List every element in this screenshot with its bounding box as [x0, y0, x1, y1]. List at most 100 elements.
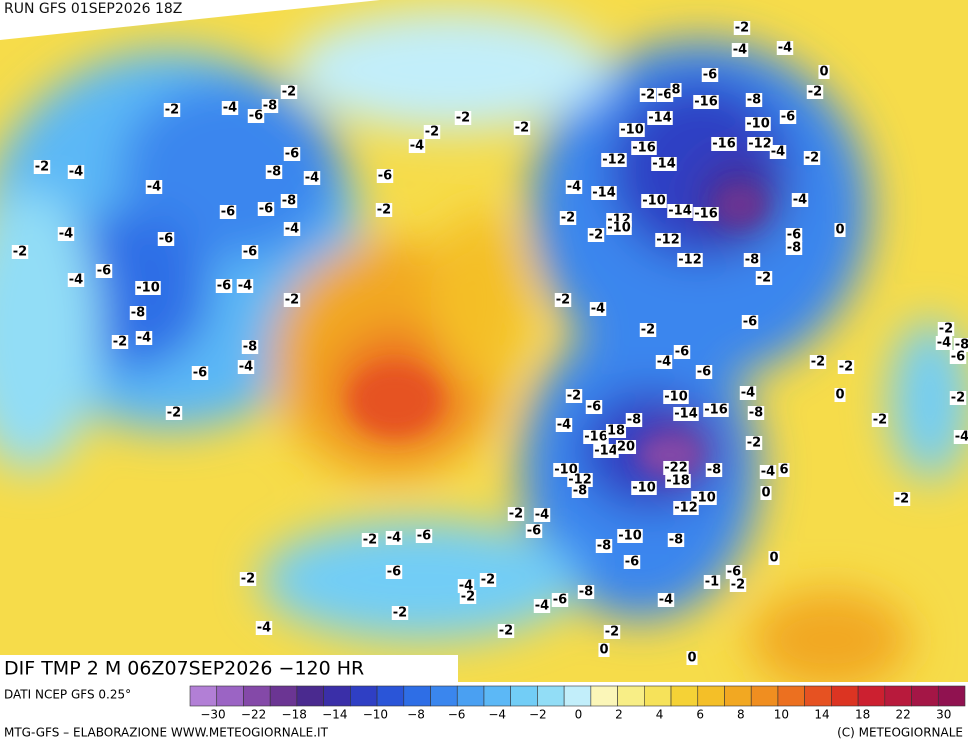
contour-label: -2 — [811, 355, 825, 370]
label-box — [818, 65, 830, 79]
label-box — [280, 85, 298, 99]
label-box — [577, 585, 595, 599]
colorbar-swatch — [350, 685, 378, 707]
label-box — [591, 186, 617, 200]
contour-label: 8 — [671, 83, 680, 98]
colorbar-swatch — [670, 685, 699, 707]
colorbar-tick-label: 10 — [774, 708, 789, 722]
contour-label: -4 — [733, 43, 747, 58]
contour-label: -8 — [243, 340, 257, 355]
contour-label: -4 — [137, 331, 151, 346]
label-box — [745, 93, 763, 107]
contour-label: -8 — [282, 194, 296, 209]
colorbar-tick-label: −4 — [488, 708, 506, 722]
contour-label: -16 — [632, 141, 656, 156]
contour-label: -4 — [793, 193, 807, 208]
contour-label: -2 — [113, 335, 127, 350]
contour-label: -6 — [417, 529, 431, 544]
label-box — [615, 440, 637, 454]
colorbar-swatch — [189, 685, 218, 707]
contour-label: -6 — [697, 365, 711, 380]
contour-label: -4 — [387, 531, 401, 546]
label-box — [747, 137, 773, 151]
contour-label: -8 — [131, 306, 145, 321]
label-box — [619, 123, 645, 137]
label-box — [837, 360, 855, 374]
label-box — [163, 103, 181, 117]
contour-label: -8 — [627, 413, 641, 428]
contour-label: -2 — [13, 245, 27, 260]
label-box — [129, 306, 147, 320]
contour-label: -10 — [607, 221, 631, 236]
label-box — [705, 463, 723, 477]
label-box — [703, 403, 729, 417]
contour-label: 0 — [599, 643, 608, 658]
contour-label: 0 — [819, 65, 828, 80]
contour-label: -14 — [652, 157, 676, 172]
contour-label: -4 — [239, 360, 253, 375]
label-box — [598, 643, 610, 657]
contour-label: -8 — [955, 338, 968, 353]
label-box — [423, 125, 441, 139]
contour-label: -4 — [937, 336, 951, 351]
contour-label: -2 — [285, 293, 299, 308]
colorbar-tick-label: 30 — [936, 708, 951, 722]
label-box — [893, 492, 911, 506]
contour-label: -2 — [456, 111, 470, 126]
label-box — [605, 424, 627, 438]
contour-label: -2 — [167, 406, 181, 421]
contour-label: -2 — [873, 413, 887, 428]
label-box — [236, 279, 254, 293]
label-box — [135, 281, 161, 295]
contour-label: -4 — [567, 180, 581, 195]
contour-label: -6 — [658, 88, 672, 103]
label-box — [665, 474, 691, 488]
contour-label: -2 — [589, 228, 603, 243]
contour-label: -2 — [561, 211, 575, 226]
contour-label: -6 — [193, 366, 207, 381]
label-box — [551, 593, 569, 607]
label-box — [617, 529, 643, 543]
contour-label: -4 — [410, 139, 424, 154]
colorbar-tick-label: 2 — [615, 708, 623, 722]
label-box — [303, 171, 321, 185]
contour-label: -6 — [553, 593, 567, 608]
contour-label: -6 — [951, 350, 965, 365]
colorbar-tick-label: −22 — [241, 708, 266, 722]
contour-label: -4 — [459, 579, 473, 594]
label-box — [670, 83, 682, 97]
contour-label: -8 — [579, 585, 593, 600]
contour-label: -6 — [587, 400, 601, 415]
label-box — [265, 165, 283, 179]
contour-label: -1 — [705, 575, 719, 590]
colorbar-swatch — [884, 685, 912, 707]
colorbar-tick-label: 4 — [656, 708, 664, 722]
colorbar-tick-label: −2 — [529, 708, 547, 722]
label-box — [361, 533, 379, 547]
label-box — [673, 407, 699, 421]
contour-label: -6 — [378, 169, 392, 184]
label-box — [497, 624, 515, 638]
contour-label: -2 — [499, 624, 513, 639]
label-box — [937, 322, 955, 336]
label-box — [257, 202, 275, 216]
contour-label: -8 — [745, 253, 759, 268]
label-box — [191, 366, 209, 380]
label-box — [729, 578, 747, 592]
footer-left: MTG-GFS – ELABORAZIONE WWW.METEOGIORNALE… — [4, 726, 329, 740]
contour-label: -4 — [238, 279, 252, 294]
contour-label: -2 — [605, 625, 619, 640]
contour-label: -4 — [285, 222, 299, 237]
label-box — [647, 111, 673, 125]
label-box — [725, 565, 743, 579]
label-box — [953, 430, 968, 444]
contour-label: -2 — [641, 323, 655, 338]
label-box — [677, 253, 703, 267]
colorbar-tick-label: 14 — [814, 708, 829, 722]
contour-label: -12 — [674, 501, 698, 516]
label-box — [768, 551, 780, 565]
label-box — [623, 555, 641, 569]
label-box — [507, 507, 525, 521]
label-box — [667, 533, 685, 547]
